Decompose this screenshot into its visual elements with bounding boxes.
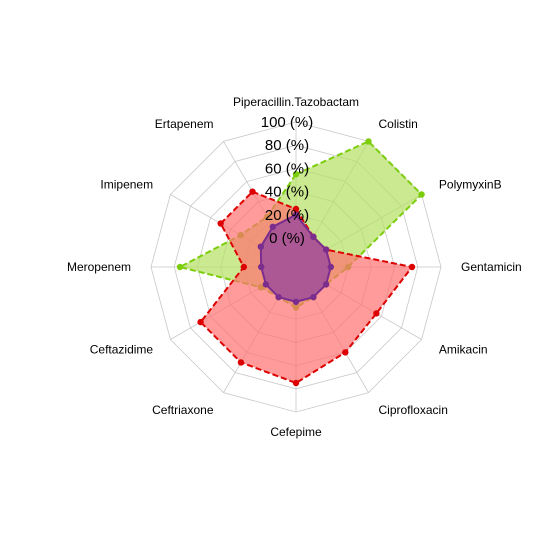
axis-label-ciprofloxacin: Ciprofloxacin [379,403,448,417]
data-point [408,263,416,271]
tick-label: 0 (%) [269,230,305,247]
data-point [176,263,184,271]
tick-label: 100 (%) [261,114,314,131]
data-point [217,220,224,227]
axis-label-ertapenem: Ertapenem [155,117,214,131]
data-point [322,246,330,253]
tick-label: 60 (%) [265,160,309,177]
tick-label: 80 (%) [265,137,309,154]
radial-tick-labels: 0 (%) 20 (%) 40 (%) 60 (%) 80 (%) 100 (%) [261,114,314,247]
data-point [275,293,282,301]
data-point [249,188,256,195]
series-area [260,214,331,302]
tick-label: 40 (%) [265,184,309,201]
data-point [310,233,317,241]
axis-label-amikacin: Amikacin [439,343,488,357]
data-point [257,243,265,250]
data-point [373,310,380,317]
data-point [262,281,270,288]
data-point [240,263,247,271]
axis-label-colistin: Colistin [379,117,418,131]
data-point [258,263,265,271]
data-point [237,359,245,366]
data-point [269,223,276,231]
data-point [418,191,425,198]
data-point [292,205,300,213]
data-point [322,281,330,288]
axis-label-cefepime: Cefepime [270,425,322,439]
axis-label-ceftazidime: Ceftazidime [90,343,154,357]
axis-label-meropenem: Meropenem [67,260,131,274]
data-point [197,318,204,326]
data-point [342,349,349,356]
data-point [292,171,300,178]
axis-label-piperacillin-tazobactam: Piperacillin.Tazobactam [233,95,359,109]
data-point [292,379,300,387]
axis-label-polymyxinb: PolymyxinB [439,178,502,192]
axis-labels: Piperacillin.Tazobactam Colistin Polymyxin… [67,95,522,439]
axis-label-gentamicin: Gentamicin [461,260,522,274]
data-point [292,298,300,305]
data-point [327,263,334,271]
data-point [292,211,300,218]
axis-label-imipenem: Imipenem [100,178,153,192]
radar-series [176,138,425,387]
data-point [365,138,372,145]
tick-label: 20 (%) [265,207,309,224]
axis-label-ceftriaxone: Ceftriaxone [152,403,214,417]
data-point [310,293,317,301]
